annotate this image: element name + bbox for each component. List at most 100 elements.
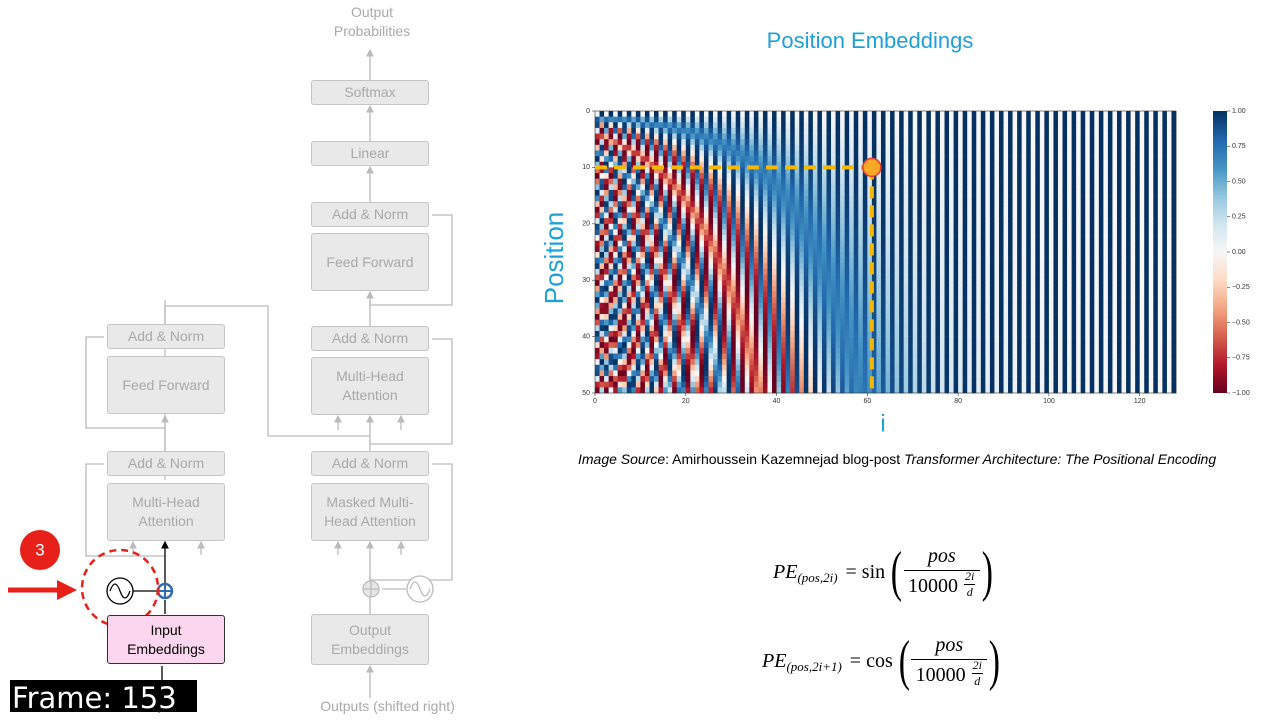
heatmap-cell (1012, 173, 1018, 179)
heatmap-cell (903, 144, 909, 151)
heatmap-cell (880, 184, 886, 191)
heatmap-cell (672, 268, 677, 275)
heatmap-cell (699, 252, 705, 258)
heatmap-cell (976, 133, 982, 140)
heatmap-cell (799, 302, 805, 309)
heatmap-cell (635, 195, 641, 202)
heatmap-cell (826, 133, 832, 140)
heatmap-cell (808, 325, 814, 332)
heatmap-cell (694, 240, 700, 247)
heatmap-cell (876, 189, 882, 196)
heatmap-cell (631, 201, 637, 208)
heatmap-cell (1112, 229, 1118, 236)
heatmap-cell (871, 302, 877, 309)
heatmap-cell (1153, 240, 1159, 247)
heatmap-cell (826, 116, 832, 123)
heatmap-cell (749, 122, 755, 129)
heatmap-cell (831, 116, 836, 123)
heatmap-cell (744, 133, 750, 140)
heatmap-cell (708, 257, 714, 264)
heatmap-cell (803, 156, 809, 163)
heatmap-cell (858, 127, 864, 134)
heatmap-cell (699, 240, 705, 247)
heatmap-cell (835, 122, 841, 129)
heatmap-cell (767, 235, 773, 242)
heatmap-cell (1126, 150, 1131, 157)
heatmap-cell (858, 139, 864, 146)
heatmap-cell (994, 325, 1000, 332)
heatmap-cell (1026, 285, 1032, 292)
heatmap-cell (781, 111, 786, 117)
heatmap-cell (844, 223, 850, 230)
heatmap-cell (812, 319, 818, 326)
heatmap-cell (595, 150, 600, 157)
heatmap-cell (890, 139, 895, 146)
heatmap-cell (1162, 127, 1168, 134)
heatmap-cell (617, 218, 623, 225)
heatmap-cell (776, 291, 782, 298)
heatmap-cell (663, 235, 668, 242)
heatmap-cell (776, 116, 782, 123)
heatmap-cell (1144, 178, 1150, 185)
heatmap-cell (1148, 285, 1154, 292)
heatmap-cell (808, 223, 814, 230)
heatmap-cell (899, 127, 904, 134)
heatmap-cell (917, 189, 923, 196)
heatmap-cell (762, 274, 768, 281)
heatmap-cell (1144, 223, 1150, 230)
heatmap-cell (622, 184, 628, 191)
heatmap-cell (663, 178, 668, 185)
heatmap-cell (1157, 297, 1163, 304)
heatmap-cell (622, 111, 628, 117)
heatmap-cell (1048, 139, 1054, 146)
heatmap-cell (767, 184, 773, 191)
heatmap-cell (635, 201, 641, 208)
heatmap-cell (608, 139, 614, 146)
heatmap-cell (1021, 167, 1027, 174)
heatmap-cell (1144, 156, 1150, 163)
heatmap-cell (1035, 206, 1041, 213)
heatmap-cell (1080, 274, 1086, 281)
heatmap-cell (921, 263, 927, 270)
heatmap-cell (980, 319, 986, 326)
heatmap-cell (912, 246, 918, 253)
heatmap-cell (967, 297, 973, 304)
heatmap-cell (694, 257, 700, 264)
heatmap-cell (790, 280, 796, 287)
heatmap-cell (613, 257, 618, 264)
heatmap-cell (962, 246, 968, 253)
heatmap-cell (980, 161, 986, 168)
heatmap-cell (1144, 189, 1150, 196)
heatmap-cell (1121, 178, 1127, 185)
heatmap-cell (821, 218, 827, 225)
heatmap-cell (808, 285, 814, 292)
heatmap-cell (1153, 257, 1159, 264)
heatmap-cell (772, 173, 777, 179)
heatmap-cell (1121, 161, 1127, 168)
heatmap-cell (980, 291, 986, 298)
heatmap-cell (917, 218, 923, 225)
heatmap-cell (722, 325, 727, 332)
heatmap-cell (790, 302, 796, 309)
heatmap-cell (762, 189, 768, 196)
heatmap-cell (1121, 212, 1127, 219)
heatmap-cell (1026, 167, 1032, 174)
heatmap-cell (731, 319, 737, 326)
heatmap-cell (622, 127, 628, 134)
heatmap-cell (1085, 274, 1091, 281)
heatmap-cell (658, 325, 664, 332)
heatmap-cell (1126, 280, 1131, 287)
heatmap-cell (808, 116, 814, 123)
heatmap-cell (794, 184, 800, 191)
heatmap-cell (608, 285, 614, 292)
heatmap-cell (949, 212, 954, 219)
heatmap-cell (681, 161, 687, 168)
heatmap-cell (844, 206, 850, 213)
heatmap-cell (939, 229, 945, 236)
heatmap-cell (953, 195, 959, 202)
heatmap-cell (871, 223, 877, 230)
heatmap-cell (890, 319, 895, 326)
heatmap-cell (649, 173, 655, 179)
heatmap-cell (831, 302, 836, 309)
heatmap-cell (644, 139, 650, 146)
